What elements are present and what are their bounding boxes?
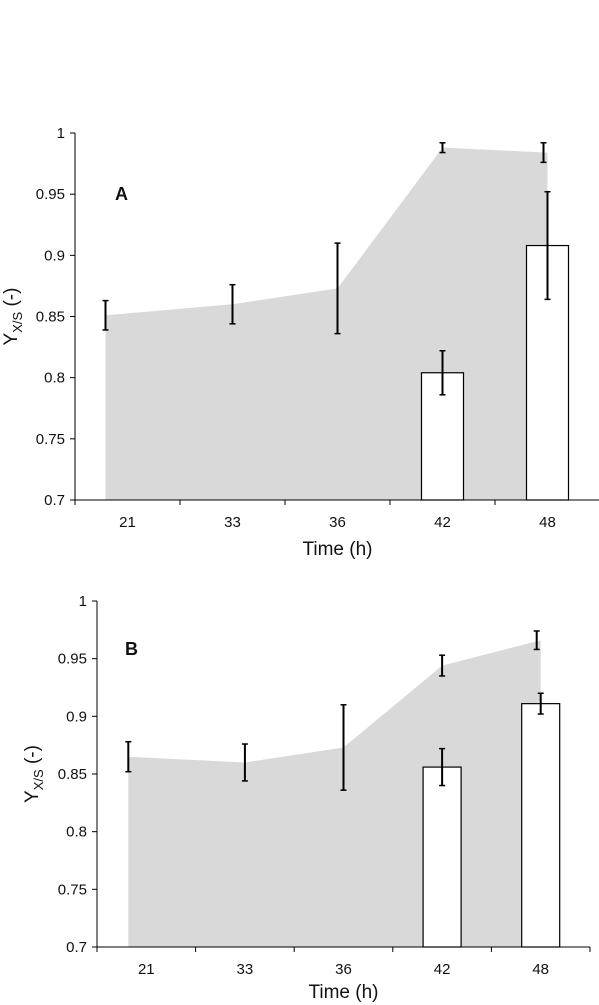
- panel-label: A: [115, 184, 128, 204]
- y-tick-label: 0.9: [44, 247, 65, 264]
- area-series: [128, 640, 541, 947]
- y-tick-label: 0.8: [44, 370, 65, 387]
- y-tick-label: 0.9: [66, 708, 87, 725]
- area-error-bar: [340, 704, 347, 791]
- area-error-bar: [241, 743, 248, 782]
- x-tick-label: 21: [138, 961, 155, 978]
- y-tick-label: 1: [79, 593, 87, 610]
- bar: [422, 766, 462, 948]
- x-tick-label: 36: [329, 514, 346, 531]
- x-axis-title: Time (h): [308, 982, 378, 1003]
- y-tick-label: 0.95: [36, 186, 65, 203]
- x-tick-label: 33: [224, 514, 241, 531]
- y-tick-label: 0.75: [36, 431, 65, 448]
- x-tick-label: 42: [434, 961, 451, 978]
- area-error-bar: [125, 740, 132, 773]
- area-error-bar: [334, 242, 341, 335]
- bar-error-bar: [439, 350, 446, 396]
- y-axis-title: YX/S (-): [1, 288, 25, 346]
- y-tick-label: 0.7: [66, 939, 87, 956]
- x-tick-label: 48: [532, 961, 549, 978]
- y-tick-label: 0.85: [58, 766, 87, 783]
- chart-panel-b: 0.7 0.75 0.8 0.85 0.9 0.95 1 21 33 36 42 48 Time (h)…: [22, 593, 591, 1003]
- area-error-bar: [229, 283, 236, 325]
- area-error-bar: [533, 630, 540, 651]
- x-tick-label: 33: [237, 961, 254, 978]
- x-tick-label: 36: [335, 961, 352, 978]
- chart-panel-a: 0.7 0.75 0.8 0.85 0.9 0.95 1 21 33 36 42 48 Time (h)…: [1, 125, 599, 560]
- bar: [521, 703, 561, 948]
- area-error-bar: [439, 654, 446, 677]
- y-tick-label: 0.75: [58, 881, 87, 898]
- x-tick-label: 42: [434, 514, 451, 531]
- area-error-bar: [102, 299, 109, 331]
- y-tick-label: 1: [57, 125, 65, 142]
- x-tick-label: 21: [119, 514, 136, 531]
- area-series: [105, 147, 548, 500]
- bar-error-bar: [544, 190, 551, 301]
- area-error-bar: [540, 142, 547, 164]
- y-tick-label: 0.95: [58, 651, 87, 668]
- bar-error-bar: [537, 692, 544, 715]
- x-axis-title: Time (h): [302, 539, 372, 560]
- x-tick-label: 48: [539, 514, 556, 531]
- y-axis-title: YX/S (-): [22, 745, 46, 803]
- area-error-bar: [439, 142, 446, 154]
- y-tick-label: 0.8: [66, 824, 87, 841]
- panel-label: B: [125, 639, 138, 659]
- y-tick-label: 0.7: [44, 492, 65, 509]
- y-tick-label: 0.85: [36, 309, 65, 326]
- bar-error-bar: [439, 747, 446, 787]
